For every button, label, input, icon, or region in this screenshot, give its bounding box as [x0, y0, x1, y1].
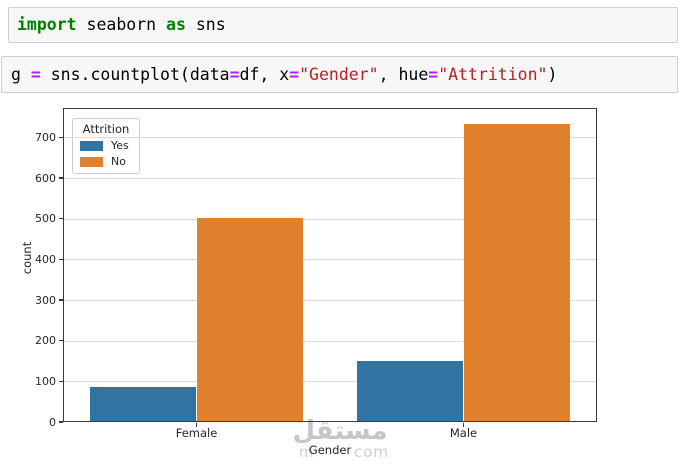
watermark-latin-right: com: [354, 443, 390, 461]
code-token-plain: g: [11, 65, 31, 84]
code-token-plain: , hue: [378, 65, 429, 84]
code-token-plain: sns: [185, 15, 226, 34]
x-tickmark-male: [462, 422, 465, 427]
y-ticklabel-200: 200: [35, 334, 56, 348]
y-ticklabel-0: 0: [49, 415, 56, 429]
y-ticklabel-500: 500: [35, 212, 56, 226]
plot-spines: [63, 108, 597, 422]
code-token-operator: =: [428, 65, 439, 84]
gridline-300: [64, 300, 596, 301]
bar-male-yes: [356, 361, 464, 421]
code-token-keyword: as: [166, 15, 186, 34]
gridline-600: [64, 178, 596, 179]
legend-label-yes: Yes: [111, 139, 129, 152]
code-token-operator: =: [229, 65, 240, 84]
code-cell-countplot[interactable]: g = sns.countplot(data=df, x="Gender", h…: [1, 56, 678, 93]
legend-entry-no: No: [78, 155, 134, 168]
code-token-keyword: import: [17, 15, 77, 34]
legend-swatch-yes: [80, 140, 103, 151]
y-ticklabel-700: 700: [35, 130, 56, 144]
legend: Attrition Yes No: [72, 118, 140, 174]
bar-female-yes: [89, 386, 197, 421]
gridline-200: [64, 340, 596, 342]
code-token-plain: seaborn: [76, 15, 167, 34]
y-tickmark-200: [59, 339, 63, 342]
legend-entry-yes: Yes: [78, 139, 134, 152]
y-tickmark-500: [59, 217, 63, 220]
y-tickmark-0: [59, 421, 63, 423]
y-tickmark-700: [59, 136, 63, 138]
y-tickmark-300: [59, 299, 63, 301]
y-axis-label: count: [20, 241, 34, 275]
legend-swatch-no: [80, 156, 103, 167]
code-token-string: "Gender": [299, 65, 379, 84]
x-axis-label: Gender: [308, 443, 352, 457]
legend-label-no: No: [111, 155, 126, 168]
code-token-string: "Attrition": [438, 65, 548, 84]
x-ticklabel-male: Male: [449, 426, 478, 440]
y-ticklabel-100: 100: [35, 374, 56, 388]
gridline-700: [64, 137, 596, 139]
code-token-plain: sns.countplot(data: [40, 65, 230, 84]
y-ticklabel-300: 300: [35, 293, 56, 307]
watermark-arabic: مستقل: [292, 416, 388, 446]
gridline-100: [64, 381, 596, 383]
y-ticklabel-600: 600: [35, 171, 56, 185]
x-ticklabel-female: Female: [175, 426, 218, 440]
code-cell-import[interactable]: import seaborn as sns: [8, 7, 678, 43]
gridline-500: [64, 218, 596, 220]
code-token-plain: df, x: [239, 65, 290, 84]
code-token-plain: ): [547, 65, 558, 84]
y-tickmark-400: [59, 258, 63, 261]
legend-title: Attrition: [82, 122, 130, 136]
gridline-400: [64, 259, 596, 261]
y-ticklabel-400: 400: [35, 252, 56, 266]
watermark-latin-left: m: [299, 443, 315, 461]
y-tickmark-600: [59, 177, 63, 179]
legend-entries: Yes No: [78, 139, 134, 168]
code-token-operator: =: [30, 65, 41, 84]
x-tickmark-female: [195, 422, 198, 427]
bar-female-no: [196, 218, 304, 421]
bar-male-no: [463, 124, 571, 421]
code-token-operator: =: [289, 65, 300, 84]
y-tickmark-100: [59, 380, 63, 383]
